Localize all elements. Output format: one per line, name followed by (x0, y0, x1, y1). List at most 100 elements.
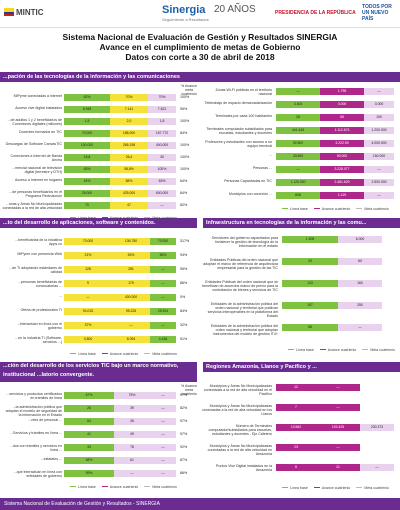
title-line-1: Sistema Nacional de Evaluación de Gestió… (62, 32, 338, 42)
legend-swatch (319, 348, 326, 350)
legend-label: Línea base (78, 485, 96, 489)
indicator-label: Municipios y Áreas No Municipalizadas co… (207, 444, 272, 456)
bar-segment: — (338, 324, 382, 331)
bar-segment: 21% (64, 252, 112, 259)
bar-segment: 197 (282, 302, 338, 309)
bar-segment: 2.500.000 (364, 179, 394, 186)
indicator-label: Puntos Vive Digital instalados en la Ama… (215, 464, 272, 472)
avance-percent: 0% (180, 295, 186, 299)
bar-segment: 70% (148, 94, 176, 101)
bar-segment: 58% (110, 178, 148, 185)
mintic-logo: MINTIC (4, 8, 44, 17)
indicator-label: Acceso vive digital instalados (15, 106, 62, 110)
indicator-label: Personas Capacitadas en TIC (224, 179, 272, 183)
legend-swatch (144, 352, 151, 354)
avance-percent: 97% (180, 419, 188, 423)
indicator-label: ...dos con trámites y servicios en línea… (9, 444, 62, 452)
bar-segment: — (64, 294, 112, 301)
legend-swatch (362, 348, 369, 350)
legend-label: Línea base (290, 486, 308, 490)
bar-segment: 70% (110, 94, 148, 101)
legend-label: Meta cuatrienio (152, 216, 177, 220)
bar-segment: 128 (64, 266, 112, 273)
bar-segment: 6.000 (338, 236, 382, 243)
bar-segment: 68 (282, 324, 338, 331)
indicator-label: ...de personas beneficiarios en el Progr… (9, 190, 62, 198)
indicator-label: ... (269, 153, 272, 157)
bar-segment: — (364, 192, 394, 199)
indicator-label: Teletrabajo de espacio demarcadarización (204, 101, 272, 105)
bar-segment: 1.795 (320, 88, 364, 95)
legend-label: Línea base (78, 216, 96, 220)
bar-segment: 2.481.629 (320, 179, 364, 186)
bar-segment: 49 (114, 431, 150, 438)
bar-segment: 21 (316, 464, 360, 471)
bar-segment: — (150, 431, 176, 438)
chart-legend: Línea base Avance cuatrienio Meta cuatrien… (282, 348, 395, 352)
bar-segment: 12 (276, 384, 316, 391)
section-bar-5: Regiones Amazonía, Llanos y Pacífico y .… (203, 362, 400, 372)
indicator-label: ...personas beneficiarias de convocatori… (18, 280, 62, 288)
bar-segment: 4.436 (150, 336, 176, 343)
indicator-label: Municipios y Áreas No Municipalizadas co… (203, 384, 272, 396)
bar-segment: 25.000 (64, 190, 110, 197)
panel-apropiacion-tic-2: Zonas Wi-Fi públicas en el territorio na… (200, 84, 400, 216)
bar-segment: 56% (150, 252, 176, 259)
bar-segment: 8.094 (112, 336, 150, 343)
bar-segment: 75% (114, 392, 150, 399)
bar-segment: — (150, 322, 176, 329)
bar-segment: 98,8% (110, 166, 148, 173)
legend-label: Línea base (290, 207, 308, 211)
bar-segment: 441.445 (276, 127, 320, 134)
bar-segment: 8 (276, 464, 316, 471)
indicator-label: Servidores del gobierno capacitados para… (211, 236, 278, 248)
legend-swatch (313, 486, 320, 488)
bar-segment: 230.373 (360, 424, 394, 431)
indicator-label: Número de Terminales computador/subsidia… (208, 424, 272, 436)
mintic-label: MINTIC (16, 8, 44, 17)
avance-percent: 64% (180, 179, 188, 183)
bar-segment: 4.000.000 (364, 140, 394, 147)
top-logo-bar: MINTIC Sinergia Seguimiento a Resultados… (0, 0, 400, 28)
bar-segment: 63% (64, 166, 110, 173)
avance-percent: 94% (180, 253, 188, 257)
bar-segment: 133 (282, 280, 338, 287)
legend-swatch (70, 485, 76, 487)
avance-percent: 84% (180, 131, 188, 135)
bar-segment: 68% (64, 457, 114, 464)
avance-percent: 95% (180, 107, 188, 111)
indicator-label: ...Servicios y trámites en línea ... (10, 431, 62, 435)
bar-segment: — (150, 280, 176, 287)
bar-segment: 59% (64, 470, 114, 477)
indicator-label: ...de TI adoptando estándares de calidad (9, 266, 62, 274)
bar-segment: 9 (64, 280, 112, 287)
bar-segment: 7.141 (110, 106, 148, 113)
avance-percent: 82% (180, 203, 188, 207)
bar-segment: 281 (112, 266, 150, 273)
bar-segment: 26 (114, 418, 150, 425)
bar-segment: 28 (276, 114, 320, 121)
bar-segment: 33 (282, 258, 338, 265)
indicator-label: Zonas Wi-Fi públicas en el territorio na… (215, 88, 272, 96)
indicator-label: Profesores y estudiantes con acceso a un… (205, 140, 272, 148)
colombia-flag-icon (4, 8, 14, 16)
bar-segment: 193.425 (316, 424, 360, 431)
indicator-label: ...de adultos 1 y 2 beneficiarios de Con… (7, 118, 62, 126)
legend-label: Línea base (78, 352, 96, 356)
indicator-label: Municipios y Áreas No Municipalizadas co… (202, 404, 272, 416)
panel-regiones: Municipios y Áreas No Municipalizadas co… (200, 374, 400, 496)
avance-percent: 100% (180, 155, 190, 159)
avance-percent: 82% (180, 406, 188, 410)
indicator-label: MiPyme con presencia Web (17, 252, 62, 256)
legend-label: Meta cuatrienio (370, 348, 395, 352)
bar-segment: — (150, 392, 176, 399)
bar-segment: 100 (364, 114, 394, 121)
bar-segment: 23 (276, 444, 316, 451)
avance-percent: 97% (180, 393, 188, 397)
bar-segment: 1.119 (320, 192, 364, 199)
sinergia-subtitle: Seguimiento a Resultados (162, 17, 209, 22)
legend-label: Avance cuatrienio (109, 216, 139, 220)
legend-swatch (282, 486, 288, 488)
legend-label: Meta cuatrienio (364, 207, 389, 211)
legend-label: Avance cuatrienio (109, 485, 139, 489)
